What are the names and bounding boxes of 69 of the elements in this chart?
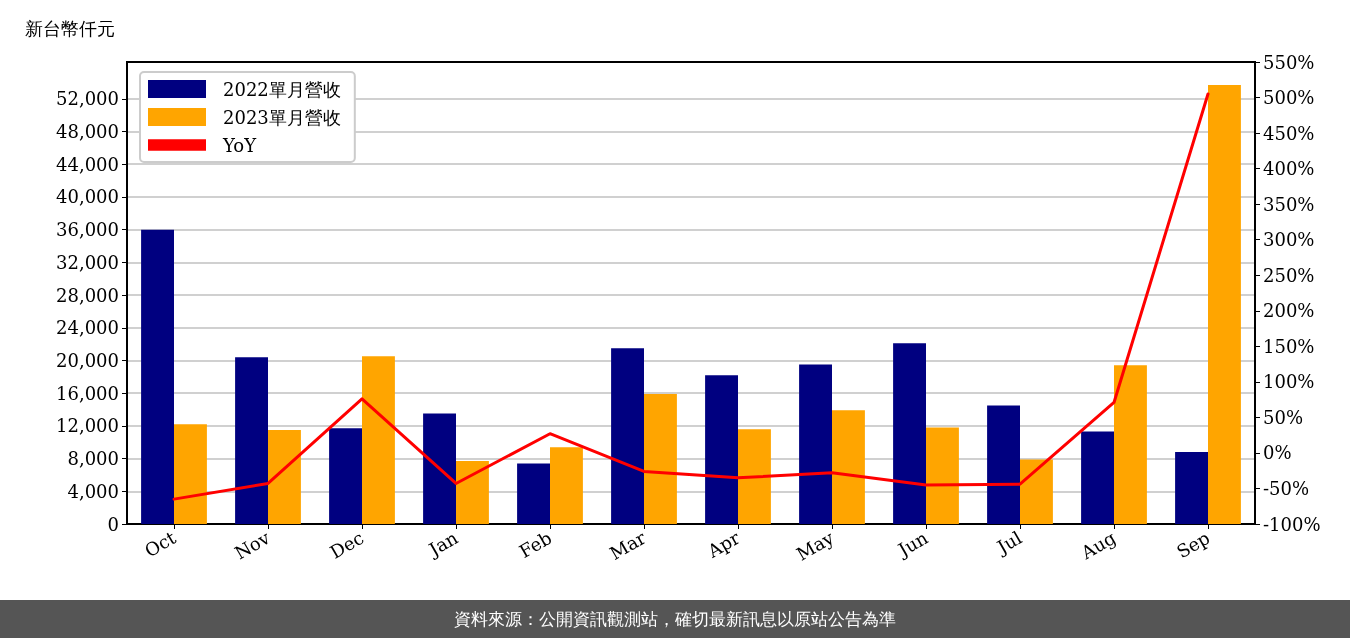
y2-tick-label: 150% xyxy=(1263,335,1315,357)
x-tick-label: Apr xyxy=(703,526,744,563)
y-tick-label: 28,000 xyxy=(56,284,119,306)
bar xyxy=(174,424,207,524)
y-tick-label: 52,000 xyxy=(56,88,119,110)
x-tick-label: Jun xyxy=(892,526,932,562)
bar xyxy=(799,364,832,524)
bar xyxy=(362,356,395,524)
y2-tick-label: -50% xyxy=(1263,477,1310,499)
y-tick-label: 8,000 xyxy=(67,448,119,470)
y2-tick-label: 450% xyxy=(1263,122,1315,144)
x-tick-label: Jan xyxy=(423,526,462,561)
bar xyxy=(141,229,174,524)
y2-tick-label: 250% xyxy=(1263,264,1315,286)
bar xyxy=(329,428,362,524)
bar xyxy=(517,463,550,524)
y-tick-label: 20,000 xyxy=(56,349,119,371)
y-tick-label: 0 xyxy=(107,513,119,535)
y2-tick-label: 0% xyxy=(1263,442,1292,464)
bar xyxy=(893,343,926,524)
y-tick-label: 32,000 xyxy=(56,251,119,273)
bar xyxy=(644,393,677,524)
y2-tick-label: 400% xyxy=(1263,158,1315,180)
y-tick-label: 12,000 xyxy=(56,415,119,437)
x-tick-label: Dec xyxy=(326,526,368,563)
x-tick-label: Aug xyxy=(1076,526,1120,564)
y-tick-label: 4,000 xyxy=(67,480,119,502)
x-tick-label: Oct xyxy=(141,526,180,562)
bar xyxy=(456,461,489,524)
y-tick-label: 44,000 xyxy=(56,153,119,175)
y2-tick-label: 100% xyxy=(1263,371,1315,393)
bar xyxy=(1208,84,1241,524)
x-tick-label: Nov xyxy=(230,526,274,564)
y-tick-label: 36,000 xyxy=(56,219,119,241)
bar xyxy=(987,405,1020,524)
y2-tick-label: 50% xyxy=(1263,406,1304,428)
y2-tick-label: 300% xyxy=(1263,229,1315,251)
legend-label: 2022單月營收 xyxy=(223,78,341,100)
bar xyxy=(268,429,301,524)
bar xyxy=(423,413,456,524)
x-tick-label: Mar xyxy=(606,526,650,564)
x-tick-label: Jul xyxy=(991,526,1026,559)
y-tick-label: 40,000 xyxy=(56,186,119,208)
bar xyxy=(926,427,959,524)
y-tick-label: 16,000 xyxy=(56,382,119,404)
bar xyxy=(235,357,268,524)
y-tick-label: 24,000 xyxy=(56,317,119,339)
bar xyxy=(1175,452,1208,524)
source-note: 資料來源：公開資訊觀測站，確切最新訊息以原站公告為準 xyxy=(0,600,1350,638)
legend-label: 2023單月營收 xyxy=(223,106,341,128)
bar xyxy=(550,447,583,524)
x-tick-label: Sep xyxy=(1172,526,1214,563)
bar xyxy=(611,348,644,524)
y-axis-title: 新台幣仟元 xyxy=(25,17,115,39)
y2-tick-label: 200% xyxy=(1263,300,1315,322)
x-tick-label: May xyxy=(792,526,838,565)
bar xyxy=(705,375,738,524)
y-tick-label: 48,000 xyxy=(56,121,119,142)
bar xyxy=(1020,459,1053,524)
bar xyxy=(1081,431,1114,524)
legend-label: YoY xyxy=(222,134,258,156)
y2-tick-label: 550% xyxy=(1263,51,1315,73)
y2-tick-label: -100% xyxy=(1263,513,1321,535)
x-tick-label: Feb xyxy=(515,526,556,562)
bar xyxy=(738,429,771,524)
y2-tick-label: 350% xyxy=(1263,193,1315,215)
y2-tick-label: 500% xyxy=(1263,87,1315,109)
bar xyxy=(832,410,865,524)
bar xyxy=(1114,365,1147,524)
